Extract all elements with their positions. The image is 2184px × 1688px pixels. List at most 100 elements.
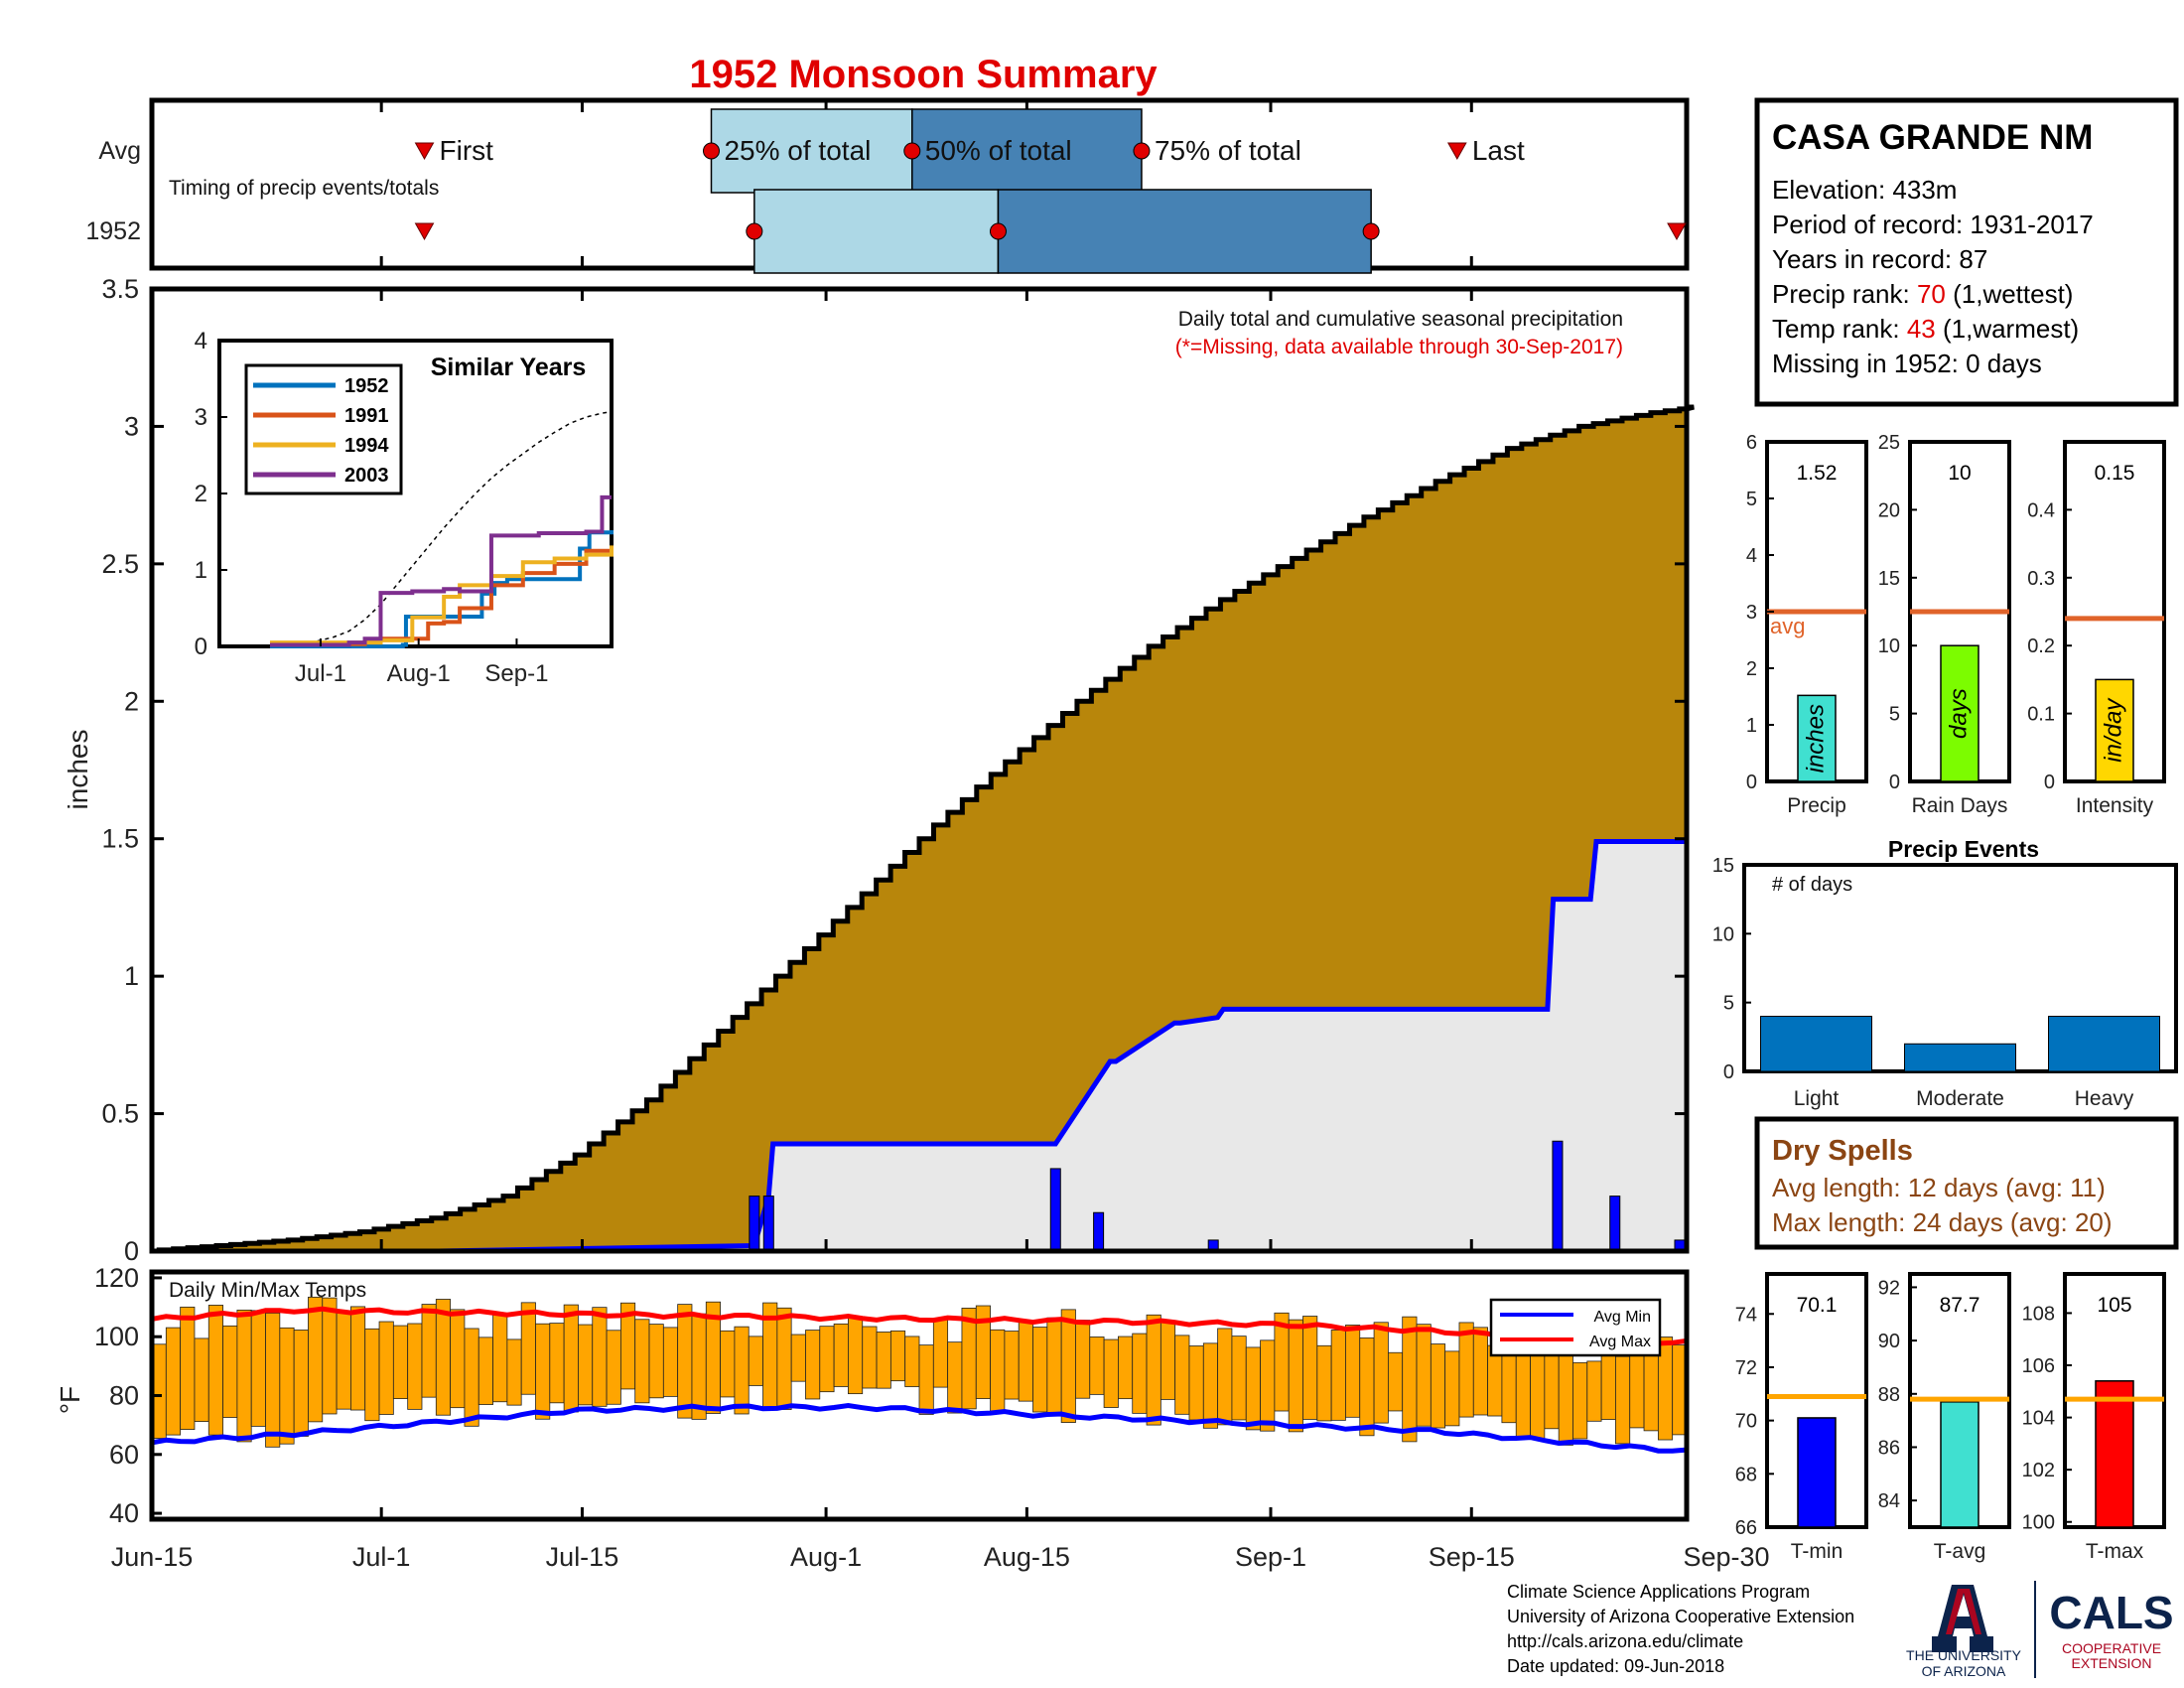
summary-intensity-value-bar [2095,678,2134,782]
tempbar-t-min-y-tick-label: 68 [1735,1464,1757,1485]
precip-y-tick-label: 3.5 [101,274,139,304]
daily-temp-bar [819,1326,835,1393]
inset-y-tick-label: 0 [195,633,207,660]
avg-cumulative-line [152,404,1695,1254]
events-y-tick-label: 15 [1712,855,1734,877]
temp-panel-label: Daily Min/Max Temps [169,1279,366,1302]
ua-logo-line2: OF ARIZONA [1922,1663,2006,1679]
temp-y-tick-label: 40 [109,1498,139,1528]
daily-temp-bar [776,1307,792,1410]
daily-temp-bar [1188,1345,1204,1421]
daily-temp-bar [1373,1322,1389,1424]
summary-precip-y-tick-label: 5 [1746,489,1757,510]
inset-x-tick-label: Sep-1 [484,660,548,687]
inset-series-line [269,529,614,648]
dry-spells-max: Max length: 24 days (avg: 20) [1772,1207,2113,1237]
daily-temp-bar [1160,1321,1176,1400]
temp-rank-label: Temp rank: [1772,314,1907,344]
x-tick-label: Aug-15 [984,1542,1070,1572]
precip-note-line2: (*=Missing, data available through 30-Se… [1175,336,1623,358]
tempbar-t-avg-y-tick-label: 92 [1878,1277,1900,1299]
temp-bar-charts: 70.1 66 68 70 72 74 T-min 87.7 84 86 88 90 92 T-avg 10… [1735,1272,2166,1563]
tempbar-t-max-y-tick-label: 106 [2022,1355,2055,1377]
temp-legend-max-label: Avg Max [1589,1334,1651,1350]
daily-temp-bar [578,1324,594,1406]
x-tick-label: Jul-1 [352,1542,411,1572]
timing-caption: Timing of precip events/totals [169,177,439,200]
daily-temp-bar [1586,1360,1602,1422]
year-p75-marker [1362,222,1380,240]
x-tick-label: Jun-15 [111,1542,194,1572]
avg-max-line [151,1306,1688,1346]
daily-temp-bar [1231,1336,1247,1421]
daily-temp-bar [293,1330,309,1437]
precip-y-label: inches [63,730,93,810]
events-y-tick-label: 10 [1712,923,1734,945]
daily-temp-bar [1472,1327,1488,1416]
summary-rain-days-category-label: Rain Days [1912,794,2008,817]
precip-y-tick-label: 1.5 [101,824,139,854]
daily-temp-bar [1330,1330,1346,1421]
station-missing: Missing in 1952: 0 days [1772,349,2042,378]
temp-y-tick-label: 100 [94,1322,139,1351]
university-of-arizona-logo: THE UNIVERSITY OF ARIZONA [1906,1585,2022,1679]
daily-precip-bar [1552,1140,1564,1252]
daily-temp-bar [549,1323,565,1404]
year-last-triangle [1667,222,1687,241]
tempbar-t-min-y-tick-label: 74 [1735,1304,1757,1326]
daily-precip-bar [1609,1196,1621,1252]
inset-legend-label: 2003 [344,465,389,487]
events-bar [2048,1016,2160,1072]
daily-temp-bar [833,1323,849,1387]
avg-p75-marker [1133,142,1151,160]
cals-line2: EXTENSION [2072,1655,2152,1671]
dry-spells-frame [1754,1116,2179,1250]
tempbar-t-min-y-tick-label: 66 [1735,1517,1757,1539]
tempbar-t-min-y-tick-label: 72 [1735,1357,1757,1379]
daily-precip-bar [762,1196,774,1252]
daily-temp-bar [378,1321,394,1415]
station-info-frame [1754,97,2179,407]
precip-rank-value: 70 [1917,279,1946,309]
daily-temp-bar [947,1341,963,1414]
daily-temp-bar [1146,1314,1161,1426]
summary-intensity-category-label: Intensity [2076,794,2154,817]
daily-temp-bar [194,1337,209,1423]
daily-temp-bar [407,1323,423,1410]
summary-rain-days-y-tick-label: 10 [1878,635,1900,657]
station-temp-rank: Temp rank: 43 (1,warmest) [1772,314,2079,344]
daily-temp-bar [889,1330,906,1382]
timing-label-75pct: 75% of total [1155,135,1301,166]
tempbar-t-min-value-bar [1797,1417,1837,1528]
temp-legend-box [1489,1298,1662,1357]
daily-temp-bar [1402,1316,1418,1443]
inset-y-tick-label: 1 [195,557,207,584]
daily-temp-bar [435,1299,452,1416]
daily-temp-bar [1643,1348,1659,1432]
timing-label-25pct: 25% of total [724,135,871,166]
events-category-label: Heavy [2075,1087,2134,1110]
daily-temp-bar [932,1318,949,1388]
daily-temp-bar [1345,1325,1361,1418]
daily-temp-bar [165,1327,182,1436]
precip-events-title: Precip Events [1888,836,2039,862]
inset-series-line [269,494,612,647]
daily-temp-bar [250,1310,266,1427]
ua-logo-line1: THE UNIVERSITY [1906,1647,2022,1663]
year-p25-marker [746,222,763,240]
footer-line4: Date updated: 09-Jun-2018 [1507,1656,1724,1676]
avg-min-line [151,1403,1688,1454]
station-info-box: CASA GRANDE NM Elevation: 433m Period of… [1754,97,2179,407]
summary-rain-days-y-tick-label: 20 [1878,499,1900,521]
timing-label-last: Last [1472,135,1525,166]
station-name: CASA GRANDE NM [1772,118,2093,157]
tempbar-t-max-y-tick-label: 102 [2022,1460,2055,1481]
daily-temp-bar [691,1313,707,1420]
precip-y-tick-label: 0 [124,1236,139,1266]
daily-temp-bar [720,1330,736,1398]
daily-temp-bar [648,1324,664,1399]
daily-temp-bar [207,1305,223,1436]
daily-temp-bar [180,1306,196,1431]
summary-rain-days-y-tick-label: 25 [1878,432,1900,454]
summary-precip-value-label: 1.52 [1797,462,1838,485]
